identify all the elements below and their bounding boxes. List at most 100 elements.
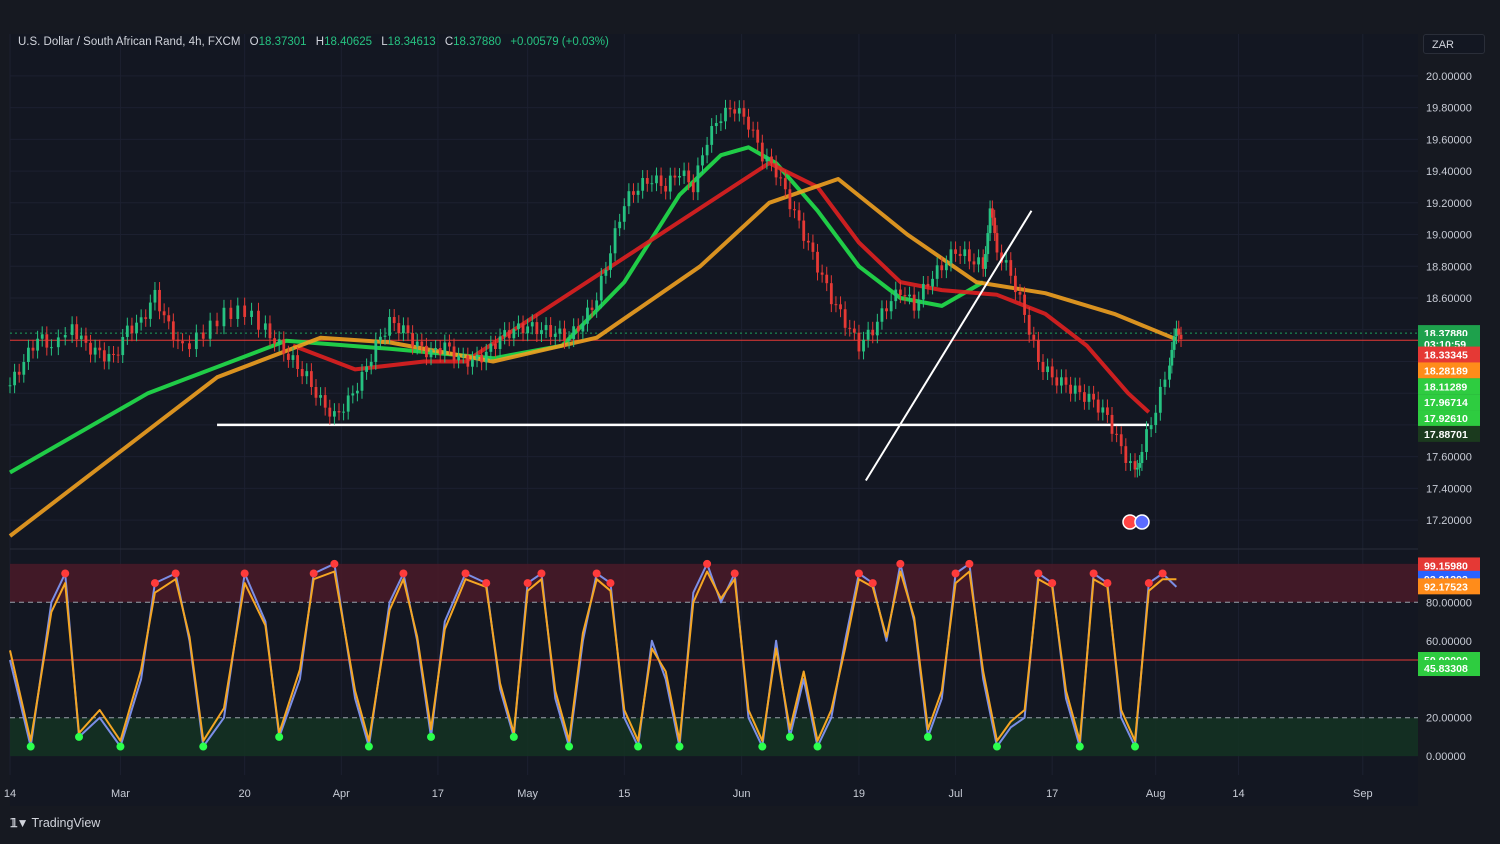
candle-body <box>135 322 138 334</box>
plot-background <box>10 34 1418 806</box>
candle-body <box>517 323 520 330</box>
oversold-dot <box>565 742 574 751</box>
candle-body <box>687 170 691 183</box>
candle-body <box>438 348 442 355</box>
candle-body <box>733 109 737 114</box>
candle-body <box>337 411 341 413</box>
candle-body <box>130 325 134 334</box>
candle-body <box>1087 393 1091 402</box>
candle-body <box>158 289 161 312</box>
candle-body <box>125 325 129 337</box>
candle-body <box>181 341 184 344</box>
candle-body <box>1013 275 1017 293</box>
candle-body <box>990 208 994 218</box>
candle-body <box>8 385 12 387</box>
oversold-dot <box>364 742 373 751</box>
candle-body <box>360 371 364 391</box>
overbought-dot <box>399 569 408 578</box>
candle-body <box>765 156 769 162</box>
candle-body <box>590 307 594 310</box>
candle-body <box>1177 328 1181 335</box>
candle-body <box>774 163 778 178</box>
tradingview-brand[interactable]: 𝟙▼ TradingView <box>10 816 100 830</box>
candle-body <box>984 254 987 269</box>
candle-body <box>581 323 585 332</box>
economic-event-icon[interactable] <box>1134 514 1150 530</box>
x-tick-label: 14 <box>4 788 16 800</box>
x-tick-label: 20 <box>239 788 251 800</box>
candle-body <box>1138 463 1142 468</box>
candle-body <box>489 343 493 352</box>
candle-body <box>825 274 829 284</box>
trendline[interactable] <box>864 210 1033 481</box>
candle-body <box>305 371 309 377</box>
candle-body <box>79 335 83 340</box>
candle-body <box>829 283 833 305</box>
tradingview-logo-icon: 𝟙▼ <box>10 816 28 830</box>
candle-body <box>1018 292 1022 295</box>
candle-body <box>374 340 378 362</box>
oversold-dot <box>116 742 125 751</box>
oversold-dot <box>634 742 643 751</box>
stoch-y-tick-label: 20.00000 <box>1426 713 1472 725</box>
x-tick-label: 17 <box>1046 788 1058 800</box>
candle-body <box>369 361 373 367</box>
symbol-name[interactable]: U.S. Dollar / South African Rand <box>18 36 183 48</box>
candle-body <box>549 325 553 337</box>
y-tick-label: 17.20000 <box>1426 515 1472 527</box>
candle-body <box>563 328 566 341</box>
candle-body <box>323 395 327 408</box>
candle-body <box>22 361 26 375</box>
candle-body <box>705 144 709 156</box>
candle-body <box>894 289 898 302</box>
candle-body <box>1154 412 1158 426</box>
y-tick-label: 17.40000 <box>1426 483 1472 495</box>
candle-body <box>1158 386 1162 413</box>
candle-body <box>811 242 815 252</box>
candle-body <box>70 324 74 335</box>
candle-body <box>1119 434 1123 447</box>
timeframe[interactable]: 4h <box>188 36 202 48</box>
candle-body <box>1140 451 1144 464</box>
candle-body <box>728 107 732 110</box>
candle-body <box>1041 362 1045 373</box>
candle-body <box>144 317 148 319</box>
oversold-dot <box>75 732 84 741</box>
value-tag: 18.33345 <box>1424 350 1468 362</box>
candle-body <box>988 208 992 234</box>
candle-body <box>917 299 921 311</box>
overbought-dot <box>171 569 180 578</box>
candle-body <box>75 324 79 340</box>
x-tick-label: 15 <box>618 788 630 800</box>
stoch-y-tick-label: 60.00000 <box>1426 636 1472 648</box>
candle-body <box>346 395 350 412</box>
y-tick-label: 20.00000 <box>1426 71 1472 83</box>
candle-body <box>300 368 304 377</box>
candle-body <box>650 183 654 185</box>
candle-body <box>1101 407 1105 413</box>
candle-body <box>903 295 907 297</box>
oversold-dot <box>509 732 518 741</box>
currency-button[interactable]: ZAR <box>1423 34 1485 54</box>
candle-body <box>512 329 516 339</box>
candle-body <box>448 342 451 347</box>
candle-body <box>1170 349 1174 366</box>
open-value: 18.37301 <box>258 36 307 48</box>
candle-body <box>406 325 410 334</box>
candle-body <box>84 335 88 343</box>
candle-body <box>908 294 911 297</box>
candle-body <box>1055 377 1059 386</box>
value-tag-bg <box>1418 557 1480 574</box>
candle-body <box>604 269 608 276</box>
overbought-dot <box>1034 569 1043 578</box>
candle-body <box>797 210 801 221</box>
candle-body <box>319 395 322 398</box>
close-value: 18.37880 <box>453 36 502 48</box>
candle-body <box>696 165 700 193</box>
overbought-dot <box>951 569 960 578</box>
candle-body <box>263 323 267 330</box>
candle-body <box>783 178 787 190</box>
stoch-y-tick-label: 0.00000 <box>1426 751 1466 763</box>
candle-body <box>871 329 875 336</box>
